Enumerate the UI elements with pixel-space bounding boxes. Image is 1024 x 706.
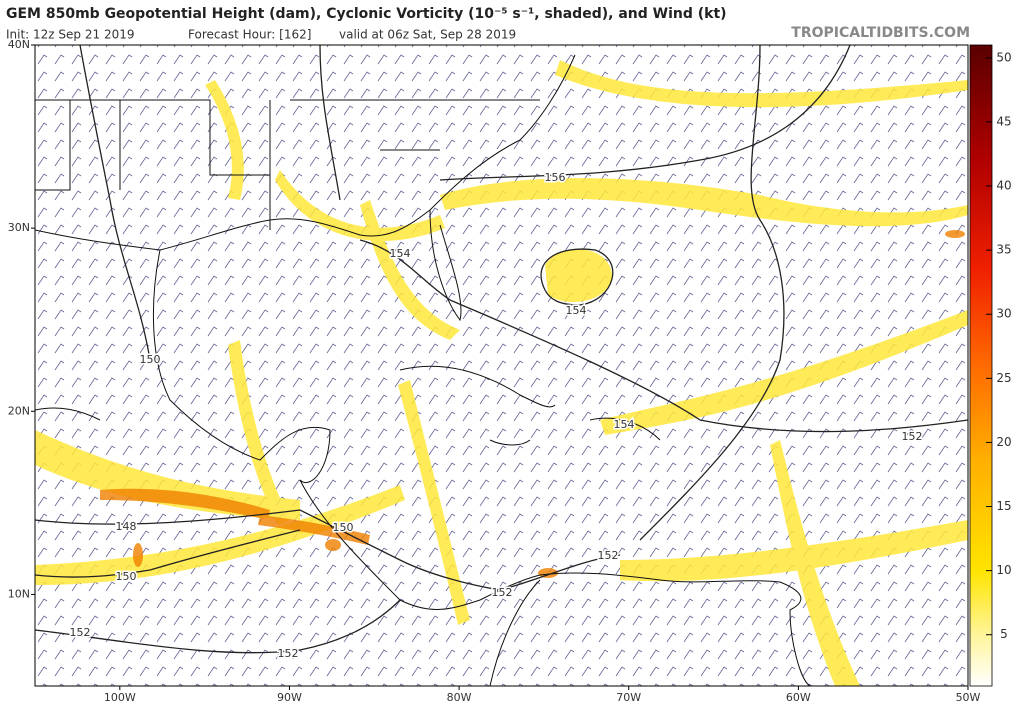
site-name: TROPICALTIDBITS.COM bbox=[791, 25, 970, 41]
lon-tick-label: 80W bbox=[447, 691, 472, 704]
contour-label: 148 bbox=[116, 520, 137, 533]
lon-tick-label: 50W bbox=[956, 691, 981, 704]
lat-tick-label: 20N bbox=[8, 404, 30, 417]
colorbar-tick-label: 20 bbox=[996, 435, 1011, 449]
colorbar-tick-label: 35 bbox=[996, 243, 1011, 257]
contour-label: 152 bbox=[70, 626, 91, 639]
map-frame bbox=[34, 44, 969, 687]
colorbar-tick-label: 10 bbox=[996, 563, 1011, 577]
lat-tick-label: 40N bbox=[8, 38, 30, 51]
colorbar-ticks: 5 10 15 20 25 30 35 40 45 50 bbox=[986, 50, 1012, 641]
lon-tick-label: 60W bbox=[786, 691, 811, 704]
colorbar-tick-label: 5 bbox=[1000, 627, 1008, 641]
contour-label: 152 bbox=[492, 586, 513, 599]
init-time: Init: 12z Sep 21 2019 bbox=[6, 28, 134, 42]
contour-label: 156 bbox=[545, 171, 566, 184]
colorbar-tick-label: 50 bbox=[996, 50, 1011, 64]
colorbar-tick-label: 40 bbox=[996, 179, 1011, 193]
contour-label: 150 bbox=[116, 570, 137, 583]
lat-tick-label: 30N bbox=[8, 221, 30, 234]
colorbar-tick-label: 45 bbox=[996, 114, 1011, 128]
height-contours bbox=[35, 45, 968, 654]
coastlines bbox=[35, 54, 811, 686]
lat-tick-label: 10N bbox=[8, 587, 30, 600]
contour-label: 150 bbox=[333, 521, 354, 534]
lon-tick-label: 90W bbox=[277, 691, 302, 704]
title: GEM 850mb Geopotential Height (dam), Cyc… bbox=[6, 6, 727, 22]
contour-label: 152 bbox=[902, 430, 923, 443]
contour-label: 152 bbox=[278, 647, 299, 660]
colorbar-tick-label: 25 bbox=[996, 371, 1011, 385]
contour-label: 150 bbox=[140, 353, 161, 366]
colorbar-tick-label: 30 bbox=[996, 307, 1011, 321]
map-area: 156 154 154 150 154 152 148 150 150 152 152 152 152 bbox=[35, 45, 968, 686]
contour-label: 152 bbox=[598, 549, 619, 562]
lon-tick-label: 100W bbox=[104, 691, 136, 704]
contour-label: 154 bbox=[614, 418, 635, 431]
vorticity-max bbox=[100, 230, 965, 578]
colorbar-tick-label: 15 bbox=[996, 499, 1011, 513]
vorticity-shading bbox=[35, 60, 968, 686]
lon-tick-label: 70W bbox=[616, 691, 641, 704]
contour-labels: 156 154 154 150 154 152 148 150 150 152 152 152 152 bbox=[68, 170, 924, 662]
forecast-hour: Forecast Hour: [162] bbox=[188, 28, 311, 42]
contour-label: 154 bbox=[390, 247, 411, 260]
valid-time: valid at 06z Sat, Sep 28 2019 bbox=[339, 28, 516, 42]
colorbar bbox=[969, 44, 993, 687]
axes: 10N 20N 30N 40N 100W 90W 80W 70W 60W 50W bbox=[8, 38, 981, 704]
contour-label: 154 bbox=[566, 304, 587, 317]
